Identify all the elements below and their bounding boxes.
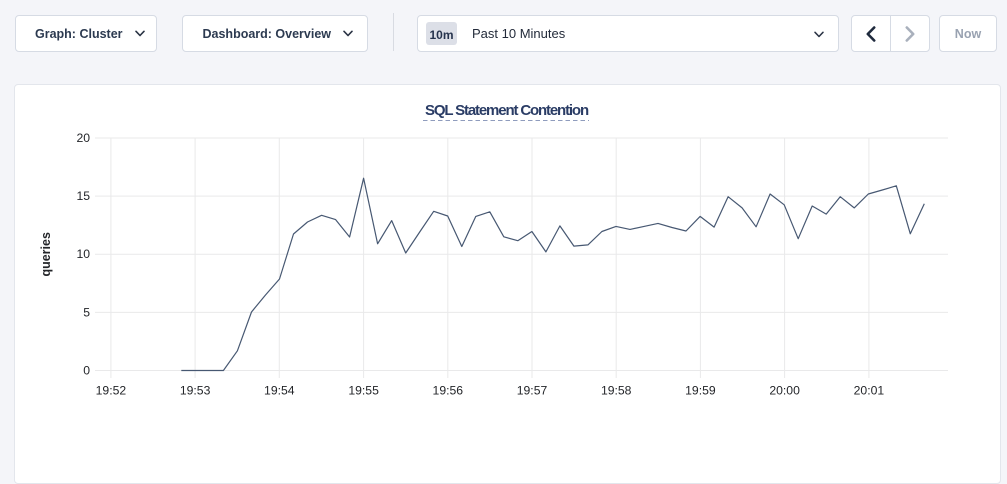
svg-text:19:52: 19:52 — [96, 384, 127, 398]
svg-text:20:00: 20:00 — [769, 384, 800, 398]
svg-text:20: 20 — [76, 131, 90, 145]
svg-text:19:53: 19:53 — [180, 384, 211, 398]
svg-text:0: 0 — [83, 364, 90, 378]
svg-text:5: 5 — [83, 305, 90, 319]
svg-text:19:55: 19:55 — [348, 384, 379, 398]
svg-text:10: 10 — [76, 247, 90, 261]
svg-text:queries: queries — [39, 232, 53, 277]
svg-text:19:56: 19:56 — [433, 384, 464, 398]
svg-text:19:59: 19:59 — [685, 384, 716, 398]
svg-text:19:54: 19:54 — [264, 384, 295, 398]
svg-text:15: 15 — [76, 189, 90, 203]
svg-text:19:57: 19:57 — [517, 384, 548, 398]
svg-text:19:58: 19:58 — [601, 384, 632, 398]
svg-text:20:01: 20:01 — [854, 384, 885, 398]
